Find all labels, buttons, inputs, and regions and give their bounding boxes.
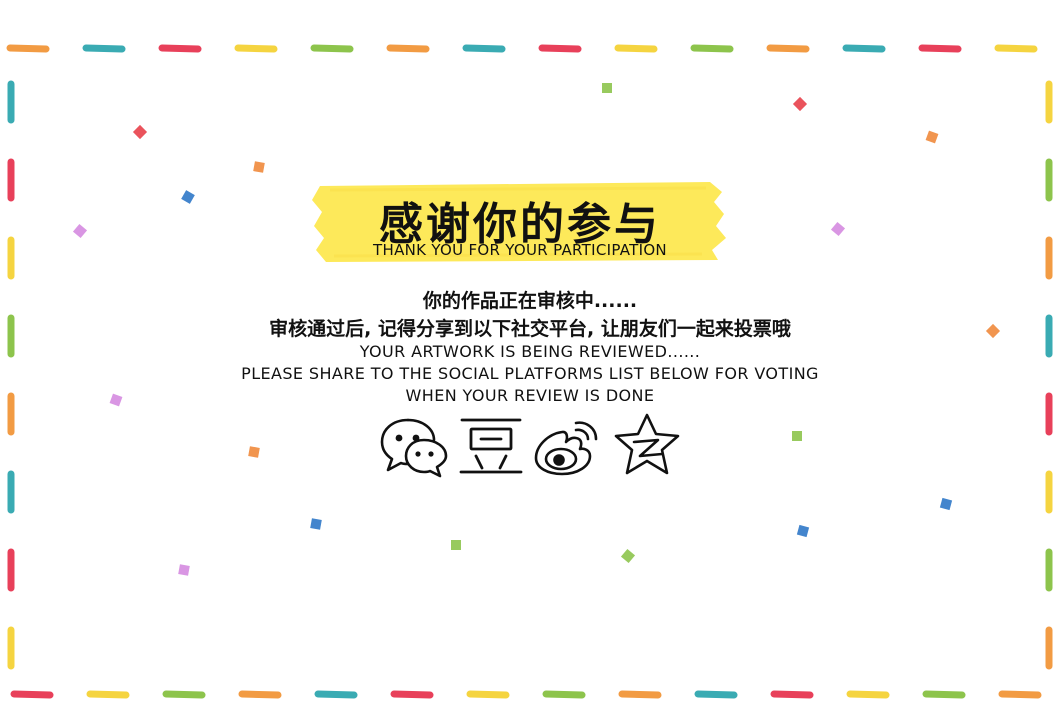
confetti-piece [178,564,190,576]
border-dash [462,44,506,53]
share-instruction-en-line1: PLEASE SHARE TO THE SOCIAL PLATFORMS LIS… [241,364,819,383]
confetti-piece [792,96,808,112]
border-dash [310,44,354,53]
border-dash [846,690,890,699]
border-dash [542,690,586,699]
yellow-brush-highlight [312,182,726,262]
douban-icon[interactable] [458,412,524,478]
border-dash [842,44,886,53]
confetti-piece [939,497,953,511]
border-dash [234,44,278,53]
confetti-piece [132,124,148,140]
border-dash [998,690,1042,699]
confetti-piece [248,446,260,458]
confetti-piece [451,540,461,550]
border-dash [618,690,662,699]
border-dash [614,44,658,53]
confetti-piece [985,323,1001,339]
border-dash [690,44,734,53]
border-dash [158,44,202,53]
border-dash [766,44,810,53]
qzone-icon[interactable] [612,412,682,478]
border-dash [386,44,430,53]
confetti-piece [796,524,810,538]
confetti-piece [72,223,88,239]
border-dash [918,44,962,53]
border-dash [390,690,434,699]
border-dash [538,44,582,53]
border-dash [466,690,510,699]
share-instruction-cn: 审核通过后, 记得分享到以下社交平台, 让朋友们一起来投票哦 [269,318,791,340]
title-block: 感谢你的参与 THANK YOU FOR YOUR PARTICIPATION [310,172,730,268]
confetti-piece [620,548,636,564]
border-dash [922,690,966,699]
review-status-en: YOUR ARTWORK IS BEING REVIEWED...... [359,342,701,361]
page-subtitle: THANK YOU FOR YOUR PARTICIPATION [373,241,667,259]
border-dash [10,690,54,699]
border-dash [314,690,358,699]
review-status-cn: 你的作品正在审核中...... [422,290,638,312]
border-dash [82,44,126,53]
weibo-icon[interactable] [532,412,606,478]
border-dash [238,690,282,699]
confetti-piece [602,83,612,93]
border-dash [6,44,50,53]
page-title: 感谢你的参与 [379,199,661,250]
confetti-piece [792,431,802,441]
confetti-piece [310,518,322,530]
border-dash [994,44,1038,53]
border-dash [162,690,206,699]
wechat-icon[interactable] [378,412,452,478]
share-instruction-en-line2: WHEN YOUR REVIEW IS DONE [405,386,655,405]
border-dash [86,690,130,699]
confetti-piece [830,221,846,237]
share-buttons [378,412,684,480]
confetti-piece [181,190,195,204]
border-dash [694,690,738,699]
border-dash [770,690,814,699]
confetti-piece [109,393,123,407]
confetti-piece [253,161,265,173]
confetti-piece [925,130,939,144]
